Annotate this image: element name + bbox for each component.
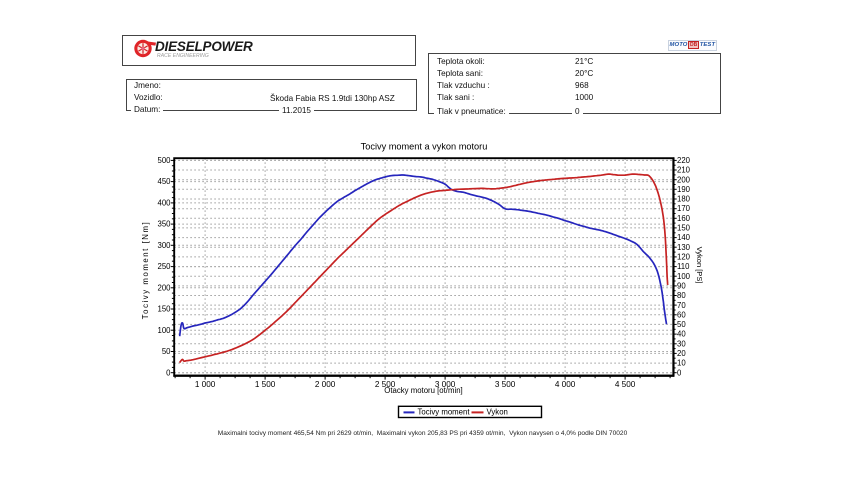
svg-text:70: 70 <box>677 301 686 310</box>
svg-text:150: 150 <box>677 224 691 233</box>
svg-text:50: 50 <box>677 320 686 329</box>
svg-text:3 500: 3 500 <box>495 380 516 389</box>
svg-text:150: 150 <box>157 305 171 314</box>
svg-text:60: 60 <box>677 310 686 319</box>
svg-text:4 000: 4 000 <box>555 380 576 389</box>
svg-text:0: 0 <box>677 368 682 377</box>
svg-text:1 500: 1 500 <box>255 380 276 389</box>
svg-text:350: 350 <box>157 220 171 229</box>
svg-text:Tocivy moment: Tocivy moment <box>418 408 471 417</box>
svg-text:170: 170 <box>677 204 691 213</box>
svg-text:250: 250 <box>157 262 171 271</box>
svg-text:100: 100 <box>157 326 171 335</box>
svg-text:Vykon [PS]: Vykon [PS] <box>695 247 704 284</box>
svg-text:30: 30 <box>677 339 686 348</box>
svg-text:300: 300 <box>157 241 171 250</box>
svg-text:Tocivy moment [Nm]: Tocivy moment [Nm] <box>141 221 150 320</box>
svg-text:500: 500 <box>157 156 171 165</box>
svg-text:2 000: 2 000 <box>315 380 336 389</box>
svg-text:3 000: 3 000 <box>435 380 456 389</box>
svg-text:190: 190 <box>677 185 691 194</box>
svg-text:1 000: 1 000 <box>195 380 216 389</box>
svg-text:90: 90 <box>677 282 686 291</box>
svg-text:110: 110 <box>677 262 690 271</box>
svg-text:4 500: 4 500 <box>615 380 636 389</box>
svg-text:210: 210 <box>677 166 691 175</box>
svg-text:200: 200 <box>677 175 691 184</box>
svg-text:220: 220 <box>677 156 691 165</box>
svg-text:80: 80 <box>677 291 686 300</box>
svg-text:Tocivy moment a vykon motoru: Tocivy moment a vykon motoru <box>361 142 488 152</box>
svg-text:120: 120 <box>677 253 691 262</box>
svg-text:200: 200 <box>157 283 171 292</box>
svg-text:160: 160 <box>677 214 691 223</box>
svg-text:180: 180 <box>677 195 691 204</box>
svg-text:Otacky motoru [ot/min]: Otacky motoru [ot/min] <box>384 386 462 395</box>
svg-text:Vykon: Vykon <box>487 408 508 417</box>
svg-text:130: 130 <box>677 243 691 252</box>
svg-text:0: 0 <box>166 368 171 377</box>
svg-text:40: 40 <box>677 330 686 339</box>
svg-text:2 500: 2 500 <box>375 380 396 389</box>
svg-text:20: 20 <box>677 349 686 358</box>
svg-text:100: 100 <box>677 272 691 281</box>
svg-text:450: 450 <box>157 177 171 186</box>
svg-text:400: 400 <box>157 199 171 208</box>
svg-text:10: 10 <box>677 359 686 368</box>
svg-text:140: 140 <box>677 233 691 242</box>
svg-text:50: 50 <box>162 347 171 356</box>
